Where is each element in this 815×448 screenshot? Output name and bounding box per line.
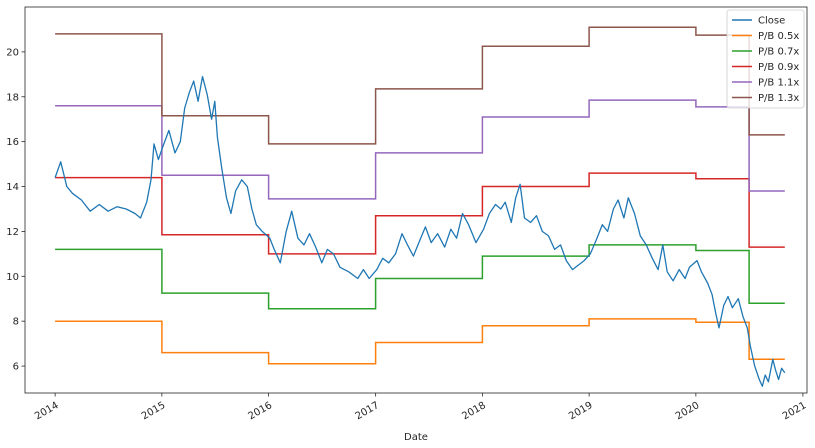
series-line-pb-band-2 (55, 244, 785, 310)
legend-box (726, 9, 805, 109)
legend-entry: P/B 1.3x (758, 93, 799, 104)
x-tick-label: 2019 (567, 400, 595, 422)
y-tick-label: 6 (13, 362, 19, 373)
x-tick-label: 2015 (140, 400, 168, 422)
series-line-close (54, 75, 786, 387)
legend: Close P/B 0.5x P/B 0.7x P/B 0.9x P/B 1.1x P/B… (726, 9, 805, 109)
series-line-pb-band-4 (55, 99, 785, 200)
series-line-pb-band-1 (55, 318, 785, 365)
y-tick-label: 10 (6, 272, 19, 283)
legend-entry: Close (758, 16, 785, 27)
legend-entry: P/B 0.7x (758, 47, 799, 58)
x-tick-label: 2014 (33, 400, 61, 422)
series-line-pb-band-3 (55, 172, 785, 255)
y-tick-label: 14 (6, 182, 19, 193)
y-tick-label: 16 (6, 137, 19, 148)
y-tick-label: 18 (6, 92, 19, 103)
y-tick-label: 12 (6, 227, 19, 238)
x-tick-label: 2021 (781, 400, 809, 422)
y-tick-label: 20 (6, 47, 19, 58)
x-tick-label: 2020 (674, 400, 702, 422)
legend-entry: P/B 0.5x (758, 31, 799, 42)
x-axis-label: Date (404, 432, 428, 443)
y-tick-label: 8 (13, 317, 19, 328)
plot-area (25, 7, 807, 393)
x-tick-label: 2017 (354, 400, 382, 422)
legend-entry: P/B 0.9x (758, 62, 799, 73)
legend-entry: P/B 1.1x (758, 78, 799, 89)
x-tick-label: 2018 (460, 400, 488, 422)
x-tick-label: 2016 (247, 400, 275, 422)
plot-frame (24, 6, 808, 394)
